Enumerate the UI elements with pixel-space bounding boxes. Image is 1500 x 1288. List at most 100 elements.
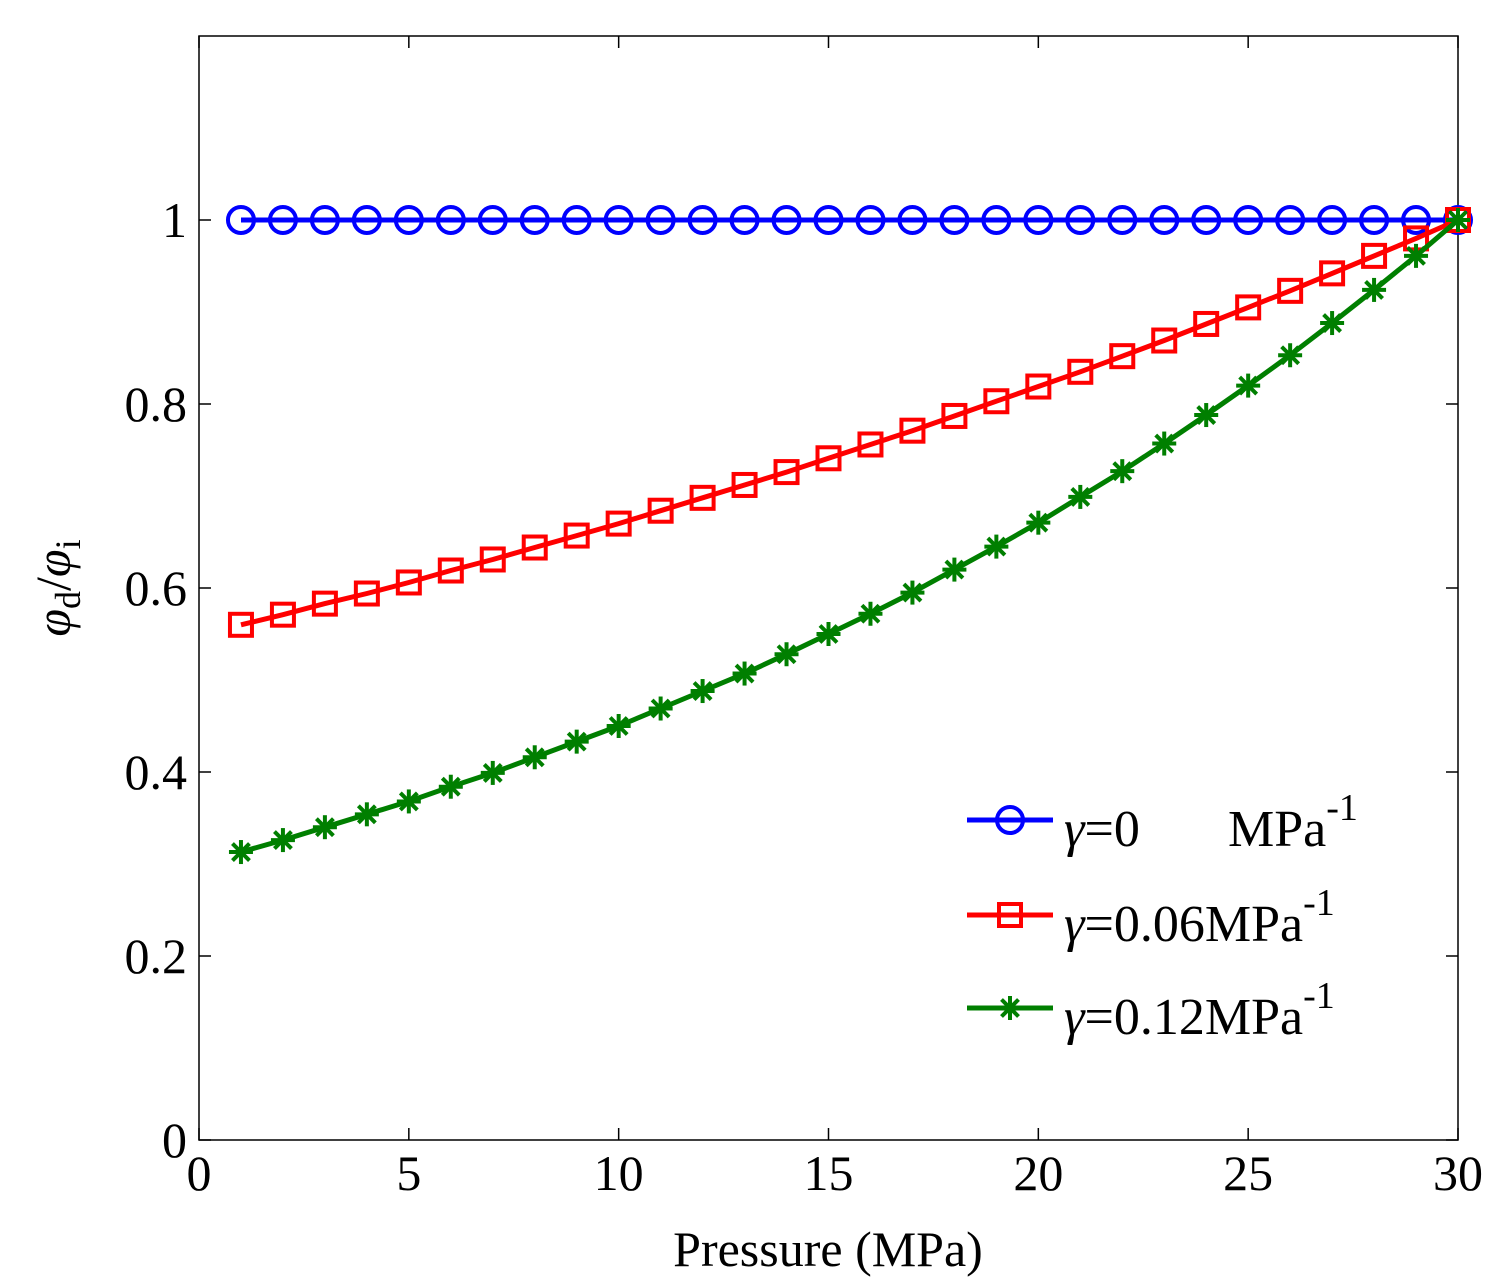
series-1 xyxy=(227,207,1471,638)
y-tick-label: 0 xyxy=(162,1112,187,1168)
data-point xyxy=(563,522,590,549)
data-point xyxy=(983,388,1010,415)
data-point xyxy=(1065,205,1096,235)
data-point xyxy=(605,510,632,537)
legend-marker-square xyxy=(997,902,1023,928)
data-point xyxy=(309,205,340,235)
data-point xyxy=(561,205,592,235)
data-point xyxy=(815,445,842,472)
svg-text:φd/φi: φd/φi xyxy=(25,539,88,636)
data-point xyxy=(438,774,463,799)
svg-text:γ=0: γ=0 xyxy=(1064,801,1140,858)
y-label-sub1: d xyxy=(48,591,88,609)
data-point xyxy=(939,205,970,235)
data-point xyxy=(267,205,298,235)
data-point xyxy=(1107,205,1138,235)
legend-marker-circle xyxy=(995,805,1025,835)
data-point xyxy=(351,205,382,235)
data-point xyxy=(941,402,968,429)
data-point xyxy=(774,642,799,667)
legend-exp-1: -1 xyxy=(1303,882,1335,924)
data-point xyxy=(1023,205,1054,235)
data-point xyxy=(353,580,380,607)
y-axis-label: φd/φi xyxy=(25,539,88,636)
data-point xyxy=(942,557,967,582)
y-label-main: φ xyxy=(25,609,81,637)
data-point xyxy=(732,661,757,686)
data-point xyxy=(606,714,631,738)
legend-entry-0: γ=0 MPa-1 xyxy=(967,787,1358,858)
legend-unit-0: MPa xyxy=(1228,801,1326,858)
data-point xyxy=(354,802,379,827)
data-point xyxy=(522,745,547,770)
data-point xyxy=(897,205,928,235)
data-point xyxy=(857,431,884,458)
data-point xyxy=(813,205,844,235)
data-point xyxy=(1317,205,1348,235)
data-point xyxy=(1067,358,1094,385)
data-point xyxy=(687,205,718,235)
legend-exp-2: -1 xyxy=(1303,975,1335,1017)
data-point xyxy=(1109,343,1136,370)
data-point xyxy=(690,679,715,704)
x-tick-label: 5 xyxy=(396,1145,421,1201)
data-point xyxy=(648,696,673,721)
y-tick-label: 0.8 xyxy=(125,376,188,432)
data-point xyxy=(1025,373,1052,400)
data-point xyxy=(1277,277,1304,304)
data-point xyxy=(603,205,634,235)
y-tick-label: 0.6 xyxy=(125,560,188,616)
data-point xyxy=(1151,327,1178,354)
data-point xyxy=(395,569,422,596)
series-layer xyxy=(225,205,1473,865)
y-label-main2: φ xyxy=(25,549,81,577)
legend-unit-1: MPa xyxy=(1205,896,1303,953)
data-point xyxy=(1026,510,1051,535)
data-point xyxy=(1236,373,1261,398)
data-point xyxy=(312,815,337,840)
data-point xyxy=(1446,208,1470,232)
data-point xyxy=(1233,205,1264,235)
data-point xyxy=(771,205,802,235)
data-point xyxy=(689,484,716,511)
data-point xyxy=(900,580,925,605)
data-point xyxy=(1149,205,1180,235)
data-point xyxy=(435,205,466,235)
data-point xyxy=(773,459,800,486)
data-point xyxy=(1401,205,1432,235)
data-point xyxy=(227,611,254,638)
legend-entry-1: γ=0.06MPa-1 xyxy=(967,882,1335,953)
x-tick-label: 0 xyxy=(187,1145,212,1201)
data-point xyxy=(521,534,548,561)
legend-unit-2: MPa xyxy=(1205,989,1303,1046)
axis-ticks: 0 5 10 15 20 25 30 0 0.2 0.4 0.6 0.8 1 xyxy=(125,36,1483,1201)
data-point xyxy=(393,205,424,235)
legend-symbol-2: γ xyxy=(1064,989,1086,1046)
data-point xyxy=(269,601,296,628)
data-point xyxy=(479,546,506,573)
data-point xyxy=(311,590,338,617)
x-axis-label: Pressure (MPa) xyxy=(673,1221,983,1277)
data-point xyxy=(1235,294,1262,321)
data-point xyxy=(225,205,256,235)
svg-text:MPa-1: MPa-1 xyxy=(1228,787,1358,858)
data-point xyxy=(647,497,674,524)
data-point xyxy=(1278,343,1303,368)
legend-exp-0: -1 xyxy=(1326,787,1358,829)
x-tick-label: 10 xyxy=(594,1145,644,1201)
legend-symbol-1: γ xyxy=(1064,896,1086,953)
legend: γ=0 MPa-1 γ=0.06MPa-1 γ=0.12MPa-1 xyxy=(967,787,1358,1046)
y-tick-label: 0.2 xyxy=(125,928,188,984)
x-tick-label: 15 xyxy=(804,1145,854,1201)
data-point xyxy=(1319,260,1346,287)
legend-value-0: =0 xyxy=(1085,801,1140,858)
legend-marker-asterisk xyxy=(998,996,1022,1020)
data-point xyxy=(437,557,464,584)
y-label-slash: / xyxy=(25,577,81,591)
x-tick-label: 25 xyxy=(1223,1145,1273,1201)
legend-symbol-0: γ xyxy=(1064,801,1086,858)
data-point xyxy=(1361,242,1388,269)
data-point xyxy=(899,417,926,444)
data-point xyxy=(855,205,886,235)
